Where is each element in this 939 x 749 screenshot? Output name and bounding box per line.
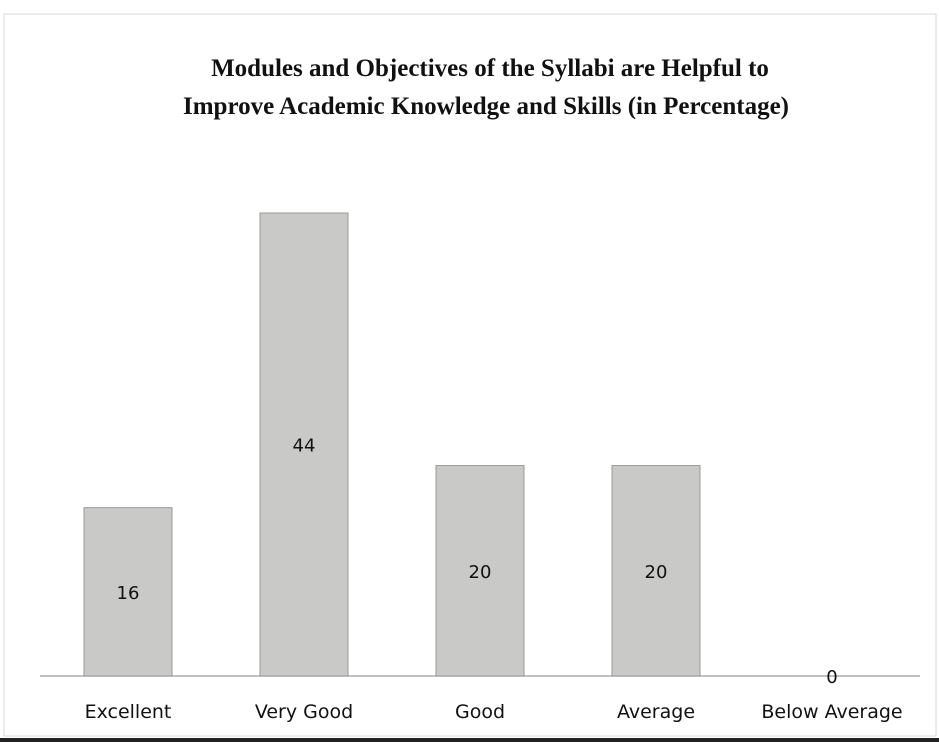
bar — [611, 465, 701, 677]
chart-title: Modules and Objectives of the Syllabi ar… — [211, 55, 769, 82]
x-tick-label: Below Average — [761, 701, 902, 723]
x-tick-label: Good — [455, 701, 505, 723]
data-label: 16 — [117, 583, 140, 604]
x-tick-label: Very Good — [255, 701, 353, 723]
x-tick-label: Excellent — [85, 701, 172, 723]
data-label: 20 — [645, 562, 668, 583]
data-label: 0 — [826, 667, 837, 688]
bar — [83, 507, 173, 677]
data-label: 20 — [469, 562, 492, 583]
chart-title: Improve Academic Knowledge and Skills (i… — [183, 93, 789, 120]
bar — [259, 212, 349, 677]
data-label: 44 — [293, 436, 316, 457]
x-tick-label: Average — [617, 701, 695, 723]
bar — [435, 465, 525, 677]
